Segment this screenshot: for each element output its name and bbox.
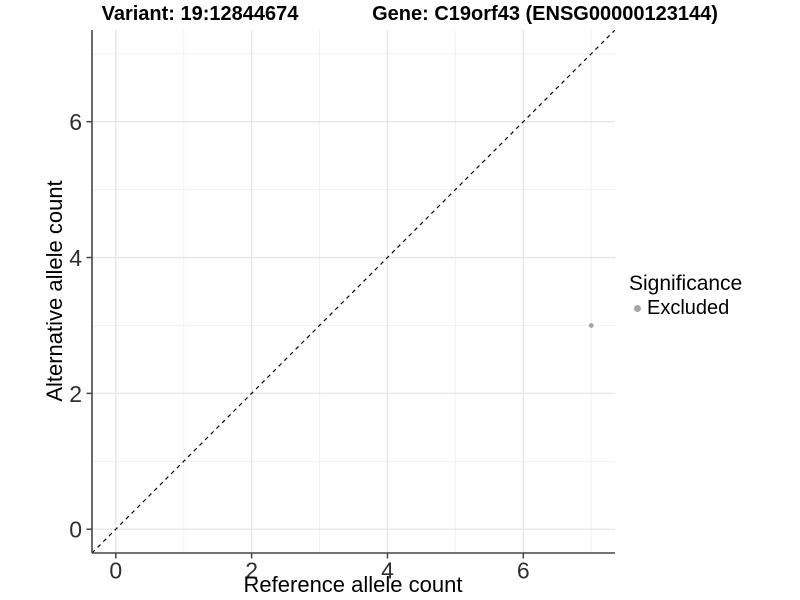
variant-title: Variant: 19:12844674 bbox=[101, 3, 299, 25]
x-tick-label: 2 bbox=[245, 558, 258, 584]
x-tick-label: 4 bbox=[381, 558, 394, 584]
data-point bbox=[588, 323, 594, 328]
legend-item-label: Excluded bbox=[647, 297, 730, 320]
legend-title: Significance bbox=[629, 272, 743, 295]
y-tick-label: 0 bbox=[69, 517, 82, 543]
y-tick-label: 6 bbox=[69, 109, 82, 135]
y-tick-label: 4 bbox=[69, 245, 82, 271]
x-axis-title: Reference allele count bbox=[243, 572, 463, 597]
x-tick-label: 0 bbox=[109, 558, 122, 584]
legend: Significance Excluded bbox=[629, 271, 742, 320]
y-axis-title: Alternative allele count bbox=[42, 180, 67, 402]
x-tick-label: 6 bbox=[517, 558, 530, 584]
excluded-point-icon bbox=[634, 305, 641, 313]
legend-item-excluded: Excluded bbox=[629, 297, 742, 320]
identity-reference-line bbox=[92, 30, 615, 553]
gene-title: Gene: C19orf43 (ENSG00000123144) bbox=[372, 3, 718, 25]
y-tick-label: 2 bbox=[69, 381, 82, 407]
